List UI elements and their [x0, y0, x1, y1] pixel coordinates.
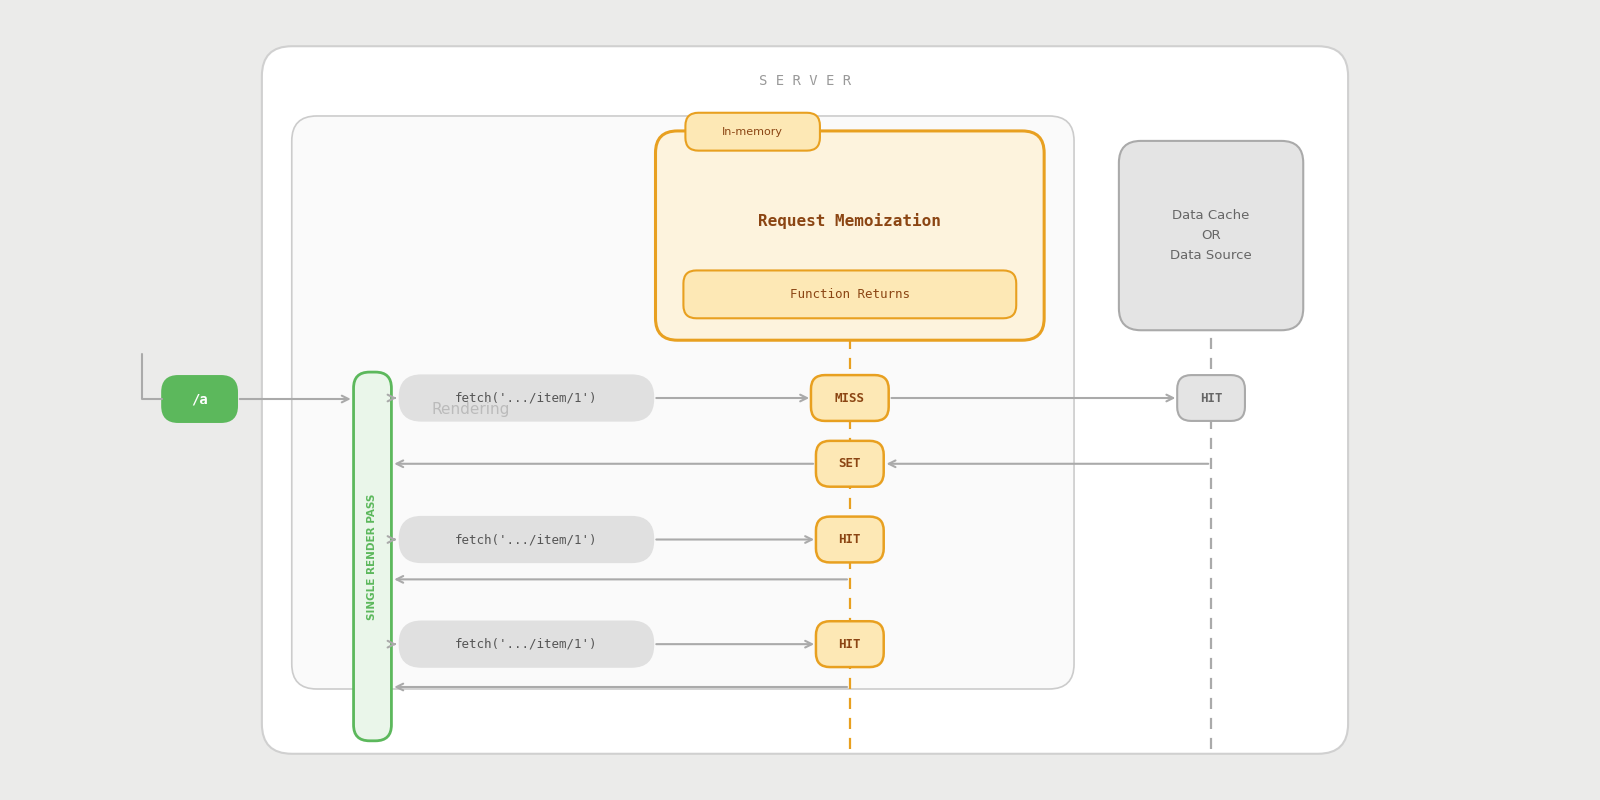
FancyBboxPatch shape: [400, 375, 653, 421]
FancyBboxPatch shape: [816, 441, 883, 486]
FancyBboxPatch shape: [1118, 141, 1304, 330]
FancyBboxPatch shape: [656, 131, 1045, 340]
FancyBboxPatch shape: [291, 116, 1074, 689]
FancyBboxPatch shape: [811, 375, 888, 421]
FancyBboxPatch shape: [162, 376, 237, 422]
Text: fetch('.../item/1'): fetch('.../item/1'): [456, 391, 598, 405]
Text: Request Memoization: Request Memoization: [758, 213, 941, 229]
Text: HIT: HIT: [838, 533, 861, 546]
Text: MISS: MISS: [835, 391, 866, 405]
FancyBboxPatch shape: [354, 372, 392, 741]
FancyBboxPatch shape: [262, 46, 1349, 754]
Text: HIT: HIT: [838, 638, 861, 650]
FancyBboxPatch shape: [683, 270, 1016, 318]
FancyBboxPatch shape: [816, 622, 883, 667]
Text: S E R V E R: S E R V E R: [758, 74, 851, 88]
Text: HIT: HIT: [1200, 391, 1222, 405]
Text: fetch('.../item/1'): fetch('.../item/1'): [456, 533, 598, 546]
FancyBboxPatch shape: [400, 517, 653, 562]
FancyBboxPatch shape: [1178, 375, 1245, 421]
Text: Rendering: Rendering: [432, 402, 510, 418]
Text: fetch('.../item/1'): fetch('.../item/1'): [456, 638, 598, 650]
Text: SINGLE RENDER PASS: SINGLE RENDER PASS: [368, 494, 378, 620]
Text: In-memory: In-memory: [722, 126, 782, 137]
Text: Function Returns: Function Returns: [790, 288, 910, 301]
FancyBboxPatch shape: [400, 622, 653, 667]
FancyBboxPatch shape: [685, 113, 819, 150]
Text: /a: /a: [192, 392, 208, 406]
Text: Data Cache
OR
Data Source: Data Cache OR Data Source: [1170, 209, 1251, 262]
FancyBboxPatch shape: [816, 517, 883, 562]
Text: SET: SET: [838, 458, 861, 470]
